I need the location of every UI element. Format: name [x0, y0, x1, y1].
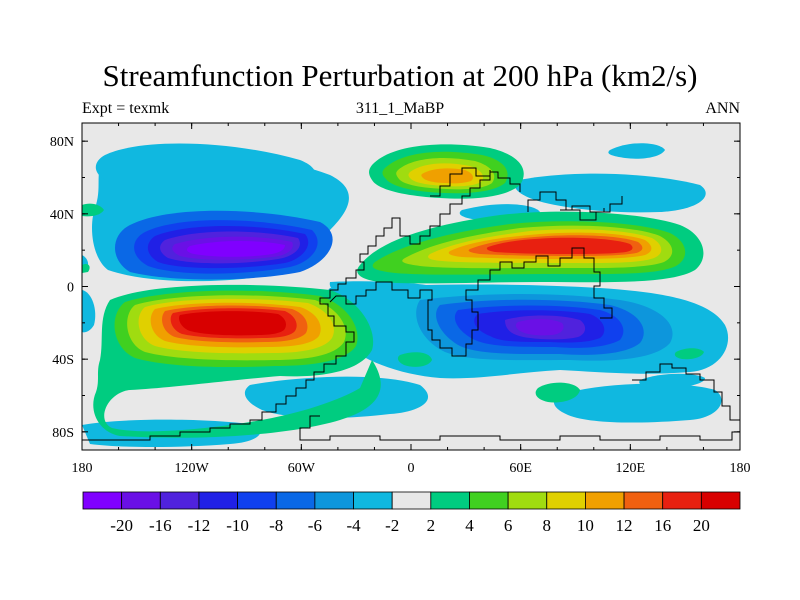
coastlines	[82, 167, 740, 441]
region-neg-so-atl	[244, 376, 429, 419]
colorbar-swatch	[314, 491, 354, 510]
colorbar-label: 2	[427, 516, 436, 535]
region-pos-eu-10	[421, 168, 473, 184]
colorbar-label: -4	[346, 516, 361, 535]
region-neg-arctic	[608, 143, 665, 159]
colorbar-swatch	[82, 491, 123, 510]
coast-australia	[632, 363, 740, 421]
colorbar-swatch	[430, 491, 470, 510]
x-tick-label: 60E	[509, 461, 532, 476]
region-pos-sp-20	[179, 311, 286, 336]
colorbar-swatch	[121, 491, 161, 510]
colorbar-label: -12	[188, 516, 211, 535]
region-pos-so-patch	[535, 382, 580, 403]
run-label: 311_1_MaBP	[355, 100, 445, 117]
region-pos-west-edge	[82, 203, 104, 217]
y-axis: 80N 40N 0 40S 80S	[50, 135, 740, 441]
x-tick-label: 60W	[288, 461, 316, 476]
colorbar-swatch	[507, 491, 548, 510]
experiment-label: Expt = texmk	[82, 100, 170, 117]
x-tick-label: 180	[730, 461, 751, 476]
chart-title: Streamfunction Perturbation at 200 hPa (…	[102, 58, 698, 93]
y-tick-label: 40S	[52, 353, 74, 368]
colorbar-swatch	[391, 491, 432, 510]
map-field	[82, 123, 740, 450]
colorbar-label: -8	[269, 516, 283, 535]
region-pos-tiny-patch	[674, 348, 704, 360]
x-tick-label: 0	[408, 461, 415, 476]
colorbar-label: -20	[110, 516, 133, 535]
region-neg-io-16	[515, 319, 564, 336]
x-tick-label: 120W	[175, 461, 210, 476]
y-tick-label: 80N	[50, 135, 74, 150]
colorbar-label: -6	[308, 516, 322, 535]
region-neg-npac-north	[95, 143, 316, 192]
colorbar-swatch	[275, 491, 316, 510]
season-label: ANN	[705, 100, 740, 117]
y-tick-label: 0	[67, 281, 74, 296]
region-pos-af-16	[486, 237, 633, 254]
colorbar: -20 -16 -12 -10 -8 -6 -4 -2 2 4 6 8 10 12 16 20	[82, 491, 741, 535]
colorbar-swatch	[198, 491, 238, 510]
colorbar-swatch	[546, 491, 586, 510]
colorbar-label: 6	[504, 516, 513, 535]
coast-asia-north	[527, 191, 623, 221]
coast-americas	[82, 171, 521, 441]
region-neg-west-edge	[82, 290, 96, 333]
coast-antarctica	[299, 415, 740, 441]
region-pos-west-edge-2	[82, 263, 90, 273]
region-neg-asia-north	[515, 173, 706, 213]
colorbar-label: -16	[149, 516, 172, 535]
colorbar-label: -2	[385, 516, 399, 535]
colorbar-swatch	[159, 491, 200, 510]
y-tick-label: 80S	[52, 426, 74, 441]
colorbar-swatch	[662, 491, 702, 510]
coast-europe	[430, 167, 491, 197]
colorbar-swatch	[237, 491, 277, 510]
region-neg-so-pac	[553, 383, 722, 423]
colorbar-label: -10	[226, 516, 249, 535]
colorbar-label: 8	[543, 516, 552, 535]
region-neg-np-20	[186, 241, 285, 257]
colorbar-swatch	[700, 491, 741, 510]
region-neg-so-small	[639, 373, 705, 388]
colorbar-swatch	[353, 491, 393, 510]
region-neg-atl-eq	[329, 281, 440, 297]
x-axis: 180 120W 60W 0 60E 120E 180	[72, 123, 751, 476]
coast-siberia	[560, 205, 605, 213]
colorbar-label: 12	[616, 516, 633, 535]
colorbar-swatch	[469, 491, 509, 510]
colorbar-label: 20	[693, 516, 710, 535]
colorbar-swatch	[585, 491, 625, 510]
y-tick-label: 40N	[50, 208, 74, 223]
colorbar-swatch	[623, 491, 664, 510]
coast-africa-asia	[329, 247, 613, 357]
colorbar-label: 10	[577, 516, 594, 535]
colorbar-label: 16	[654, 516, 671, 535]
colorbar-label: 4	[465, 516, 474, 535]
region-pos-sa-patch	[397, 352, 432, 367]
x-tick-label: 180	[72, 461, 93, 476]
x-tick-label: 120E	[616, 461, 646, 476]
